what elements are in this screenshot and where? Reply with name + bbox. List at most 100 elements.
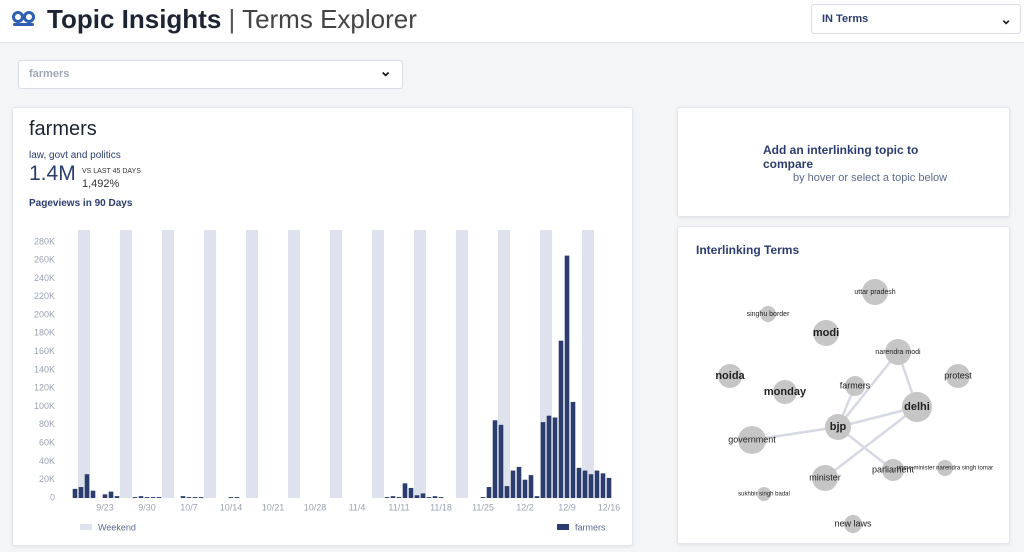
network-node[interactable]: [844, 515, 862, 533]
bar: [138, 496, 144, 498]
bar: [588, 474, 594, 498]
weekend-band: [504, 230, 510, 498]
bar: [414, 495, 420, 498]
network-node[interactable]: [825, 414, 851, 440]
y-tick-label: 20K: [39, 474, 55, 484]
network-node[interactable]: [882, 459, 904, 481]
bar: [432, 496, 438, 498]
network-node[interactable]: [760, 306, 776, 322]
bar: [438, 497, 444, 498]
x-tick-label: 10/21: [262, 502, 285, 512]
x-tick-label: 10/28: [304, 502, 327, 512]
bar: [558, 340, 564, 498]
weekend-band: [126, 230, 132, 498]
network-node[interactable]: [937, 460, 953, 476]
bar: [90, 490, 96, 498]
y-tick-label: 140K: [34, 364, 55, 374]
network-label: monday: [764, 386, 807, 398]
compare-title: Add an interlinking topic to compare: [763, 143, 919, 171]
weekend-band: [84, 230, 90, 498]
bar: [84, 474, 90, 498]
x-tick-label: 11/4: [349, 502, 366, 512]
weekend-band: [588, 230, 594, 498]
bar: [72, 488, 78, 498]
weekend-band: [456, 230, 462, 498]
bar: [402, 483, 408, 498]
network-label: protest: [944, 370, 972, 380]
bar: [390, 496, 396, 498]
weekend-band: [414, 230, 420, 498]
y-tick-label: 280K: [34, 236, 55, 246]
y-tick-label: 60K: [39, 437, 55, 447]
network-edge: [824, 406, 918, 479]
network-edge: [751, 425, 839, 442]
bar: [492, 420, 498, 498]
weekend-band: [252, 230, 258, 498]
network-node[interactable]: [862, 279, 888, 305]
weekend-band: [546, 230, 552, 498]
network-node[interactable]: [718, 364, 742, 388]
network-node[interactable]: [757, 487, 771, 501]
y-tick-label: 180K: [34, 328, 55, 338]
bar: [516, 466, 522, 498]
network-node[interactable]: [812, 465, 838, 491]
network-label: sukhbir singh badal: [738, 492, 790, 498]
legend-swatch: [557, 524, 569, 530]
y-tick-label: 240K: [34, 273, 55, 283]
bar: [498, 424, 504, 498]
weekend-band: [78, 230, 84, 498]
network-node[interactable]: [885, 339, 911, 365]
legend-swatch: [80, 524, 92, 530]
topic-change: 1,492%: [82, 178, 120, 190]
network-label: new laws: [834, 518, 872, 528]
bar: [108, 491, 114, 498]
network-edge: [837, 351, 899, 428]
bar: [582, 470, 588, 498]
logo: [12, 11, 35, 26]
market-select[interactable]: IN Terms ⌄: [811, 4, 1021, 34]
x-tick-label: 10/7: [180, 502, 198, 512]
x-tick-label: 12/9: [558, 502, 576, 512]
legend-label: farmers: [575, 522, 606, 532]
legend-label: Weekend: [98, 522, 136, 532]
bar: [192, 497, 198, 498]
comparison-label: VS LAST 45 DAYS: [82, 168, 141, 175]
network-label: delhi: [904, 401, 930, 413]
network-node[interactable]: [773, 380, 797, 404]
weekend-band: [582, 230, 588, 498]
bar: [114, 496, 120, 498]
y-tick-label: 200K: [34, 309, 55, 319]
bar: [180, 496, 186, 498]
topic-name: farmers: [29, 118, 97, 140]
network-label: prime minister narendra singh tomar: [897, 466, 993, 472]
weekend-band: [294, 230, 300, 498]
topic-select[interactable]: farmers ⌄: [18, 60, 403, 89]
network-node[interactable]: [738, 426, 766, 454]
network-node[interactable]: [813, 320, 839, 346]
y-tick-label: 100K: [34, 401, 55, 411]
network-label: parliament: [872, 464, 915, 474]
weekend-band: [330, 230, 336, 498]
network-node[interactable]: [902, 392, 932, 422]
network-label: uttar pradesh: [854, 289, 895, 296]
bar: [600, 473, 606, 498]
y-tick-label: 40K: [39, 456, 55, 466]
weekend-band: [246, 230, 252, 498]
bar: [534, 496, 540, 498]
bar: [486, 487, 492, 498]
network-node[interactable]: [845, 376, 865, 396]
bar: [552, 417, 558, 498]
bar: [480, 497, 486, 498]
market-select-value: IN Terms: [822, 13, 869, 25]
network-node[interactable]: [946, 364, 970, 388]
header: Topic Insights | Terms Explorer IN Terms…: [0, 0, 1024, 43]
network-label: minister: [809, 472, 841, 482]
weekend-band: [420, 230, 426, 498]
weekend-band: [372, 230, 378, 498]
chart: 0 20K 40K 60K 80K 100K 120K 140K 160K 180K 200K 220…: [34, 230, 620, 532]
topic-total: 1.4M: [29, 162, 76, 185]
bar: [576, 467, 582, 498]
bar: [132, 497, 138, 498]
app-title: Topic Insights: [47, 4, 222, 34]
